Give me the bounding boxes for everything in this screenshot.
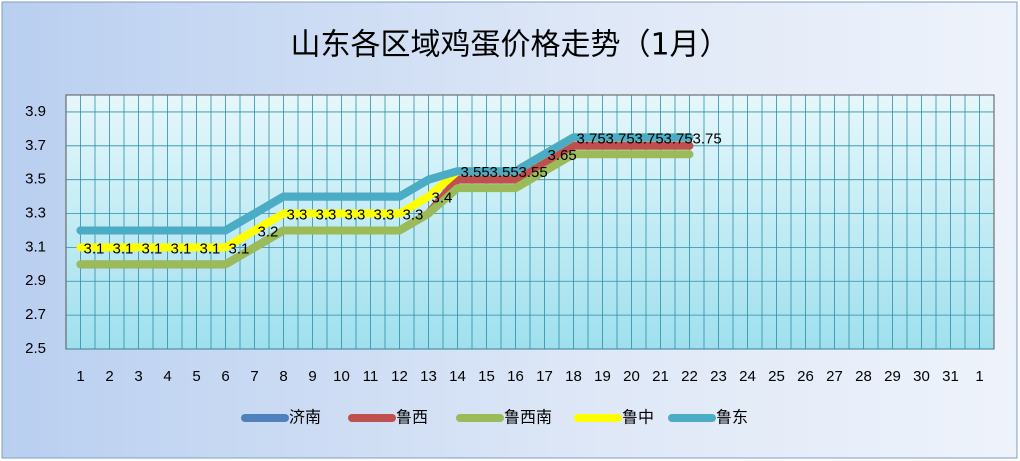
- legend-label: 鲁西: [396, 408, 428, 427]
- data-label: 3.75: [693, 130, 722, 147]
- x-tick-label: 11: [363, 368, 379, 385]
- series-line: [76, 150, 694, 269]
- x-tick-label: 25: [768, 368, 785, 385]
- data-label: 3.1: [229, 240, 250, 257]
- x-tick-label: 13: [420, 368, 437, 385]
- legend-label: 鲁西南: [504, 408, 552, 427]
- x-tick-label: 31: [942, 368, 959, 385]
- x-tick-label: 30: [913, 368, 930, 385]
- data-label: 3.1: [113, 240, 134, 257]
- data-label: 3.1: [200, 240, 221, 257]
- x-tick-label: 6: [221, 368, 229, 385]
- x-tick-label: 7: [250, 368, 258, 385]
- data-label: 3.1: [142, 240, 163, 257]
- data-label: 3.75: [635, 130, 664, 147]
- data-label: 3.75: [606, 130, 635, 147]
- legend-label: 鲁中: [622, 408, 654, 427]
- x-tick-label: 17: [536, 368, 553, 385]
- data-label: 3.55: [490, 164, 519, 181]
- x-tick-label: 16: [507, 368, 524, 385]
- y-tick-label: 3.9: [25, 103, 46, 120]
- y-tick-label: 3.3: [25, 205, 46, 222]
- x-tick-label: 28: [855, 368, 872, 385]
- y-tick-label: 2.7: [25, 306, 46, 323]
- x-tick-label: 22: [681, 368, 698, 385]
- x-tick-label: 18: [565, 368, 582, 385]
- x-tick-label: 14: [449, 368, 466, 385]
- data-label: 3.75: [664, 130, 693, 147]
- data-label: 3.4: [432, 190, 453, 207]
- x-tick-label: 9: [308, 368, 316, 385]
- data-label: 3.1: [171, 240, 192, 257]
- chart-title: 山东各区域鸡蛋价格走势（1月）: [290, 28, 729, 63]
- x-tick-label: 3: [134, 368, 142, 385]
- x-tick-label: 2: [105, 368, 113, 385]
- y-tick-label: 2.5: [25, 340, 46, 357]
- x-tick-label: 26: [797, 368, 814, 385]
- data-label: 3.3: [287, 207, 308, 224]
- data-label: 3.1: [84, 240, 105, 257]
- x-tick-label: 27: [826, 368, 843, 385]
- data-label: 3.2: [258, 223, 279, 240]
- x-tick-label: 12: [391, 368, 408, 385]
- x-tick-label: 20: [623, 368, 640, 385]
- x-tick-label: 5: [192, 368, 200, 385]
- data-label: 3.3: [316, 207, 337, 224]
- data-label: 3.3: [403, 207, 424, 224]
- legend-label: 鲁东: [716, 408, 748, 427]
- data-label: 3.65: [548, 147, 577, 164]
- data-label: 3.75: [577, 130, 606, 147]
- x-tick-label: 23: [710, 368, 727, 385]
- x-tick-label: 1: [975, 368, 983, 385]
- y-tick-label: 3.7: [25, 137, 46, 154]
- y-tick-label: 3.1: [25, 238, 46, 255]
- data-label: 3.55: [519, 164, 548, 181]
- x-tick-label: 29: [884, 368, 901, 385]
- legend-label: 济南: [289, 408, 321, 427]
- x-tick-label: 8: [279, 368, 287, 385]
- x-tick-label: 19: [594, 368, 611, 385]
- x-tick-label: 15: [478, 368, 495, 385]
- series-line: [76, 133, 694, 235]
- x-tick-label: 21: [652, 368, 669, 385]
- x-tick-label: 1: [76, 368, 84, 385]
- data-label: 3.3: [345, 207, 366, 224]
- data-label: 3.55: [461, 164, 490, 181]
- y-tick-label: 2.9: [25, 272, 46, 289]
- y-tick-label: 3.5: [25, 171, 46, 188]
- x-tick-label: 10: [333, 368, 350, 385]
- x-tick-label: 24: [739, 368, 756, 385]
- x-tick-label: 4: [163, 368, 171, 385]
- data-label: 3.3: [374, 207, 395, 224]
